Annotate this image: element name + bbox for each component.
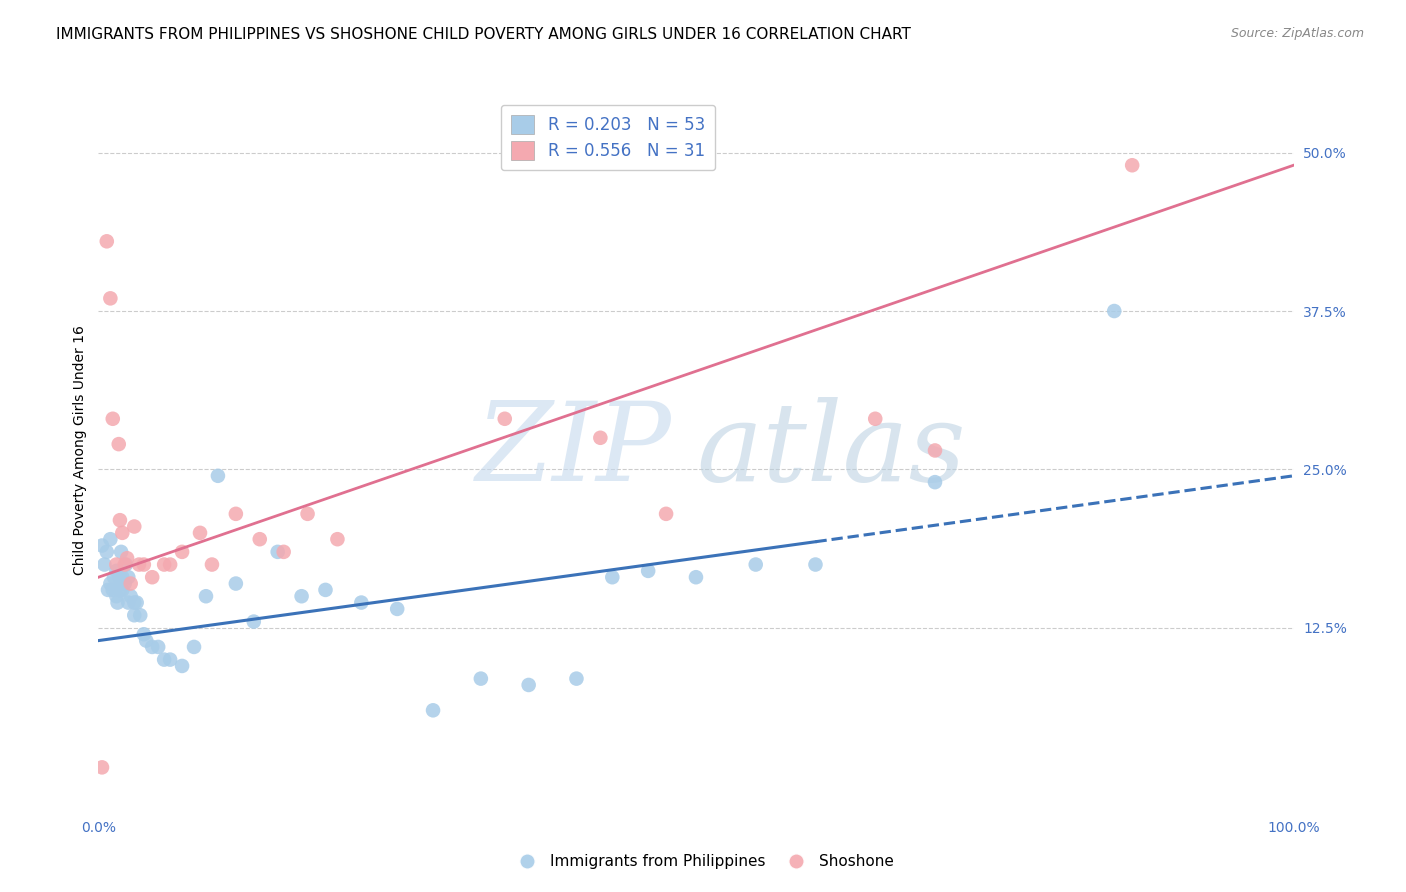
Text: IMMIGRANTS FROM PHILIPPINES VS SHOSHONE CHILD POVERTY AMONG GIRLS UNDER 16 CORRE: IMMIGRANTS FROM PHILIPPINES VS SHOSHONE … (56, 27, 911, 42)
Point (110, 545, 132, 559)
Point (195, 589, 218, 603)
Point (924, 443, 946, 458)
Point (107, 437, 129, 451)
Point (249, 532, 271, 546)
Point (117, 596, 139, 610)
Point (159, 558, 181, 572)
Point (153, 558, 176, 572)
Point (120, 576, 142, 591)
Point (350, 596, 373, 610)
Point (93, 558, 115, 572)
Text: Source: ZipAtlas.com: Source: ZipAtlas.com (1230, 27, 1364, 40)
Point (494, 411, 516, 425)
Point (105, 564, 128, 578)
Point (602, 570, 624, 584)
Point (159, 652, 181, 666)
Point (225, 576, 247, 591)
Point (685, 570, 707, 584)
Legend: R = 0.203   N = 53, R = 0.556   N = 31: R = 0.203 N = 53, R = 0.556 N = 31 (501, 104, 716, 169)
Point (103, 570, 125, 584)
Point (153, 652, 176, 666)
Point (129, 608, 152, 623)
Point (172, 659, 194, 673)
Point (315, 582, 337, 597)
Point (470, 672, 492, 686)
Point (111, 582, 134, 597)
Point (924, 475, 946, 490)
Text: atlas: atlas (696, 397, 966, 504)
Point (243, 615, 266, 629)
Point (141, 640, 163, 654)
Point (141, 570, 163, 584)
Point (865, 411, 887, 425)
Point (98, 532, 122, 546)
Point (101, 411, 124, 425)
Point (105, 558, 128, 572)
Point (107, 596, 129, 610)
Point (172, 545, 194, 559)
Point (589, 431, 612, 445)
Point (135, 633, 157, 648)
Point (804, 558, 827, 572)
Point (115, 558, 138, 572)
Point (637, 564, 659, 578)
Point (91, 539, 114, 553)
Point (655, 507, 678, 521)
Point (91, 760, 114, 774)
Point (745, 558, 768, 572)
Point (105, 589, 128, 603)
Point (115, 551, 138, 566)
Point (267, 545, 290, 559)
Point (1104, 304, 1126, 318)
Point (188, 525, 211, 540)
Point (111, 570, 134, 584)
Point (385, 602, 409, 616)
Point (108, 513, 131, 527)
Point (132, 627, 155, 641)
Point (225, 507, 247, 521)
Point (124, 519, 146, 533)
Point (207, 468, 229, 483)
Point (517, 678, 540, 692)
Legend: Immigrants from Philippines, Shoshone: Immigrants from Philippines, Shoshone (506, 848, 900, 875)
Point (120, 589, 142, 603)
Point (97, 582, 120, 597)
Point (132, 558, 155, 572)
Point (183, 640, 205, 654)
Text: ZIP: ZIP (477, 397, 672, 504)
Point (128, 558, 150, 572)
Point (96, 235, 118, 249)
Point (114, 576, 136, 591)
Point (111, 525, 134, 540)
Point (1121, 158, 1143, 172)
Point (117, 570, 139, 584)
Point (326, 532, 349, 546)
Point (108, 570, 131, 584)
Point (422, 703, 444, 717)
Point (98, 576, 122, 591)
Point (108, 582, 131, 597)
Point (273, 545, 295, 559)
Point (125, 596, 148, 610)
Point (124, 608, 146, 623)
Point (148, 640, 170, 654)
Point (98, 291, 122, 305)
Point (96, 545, 118, 559)
Point (201, 558, 224, 572)
Point (124, 596, 146, 610)
Point (565, 672, 588, 686)
Point (114, 558, 136, 572)
Point (291, 589, 314, 603)
Point (101, 582, 124, 597)
Y-axis label: Child Poverty Among Girls Under 16: Child Poverty Among Girls Under 16 (73, 326, 87, 575)
Point (297, 507, 319, 521)
